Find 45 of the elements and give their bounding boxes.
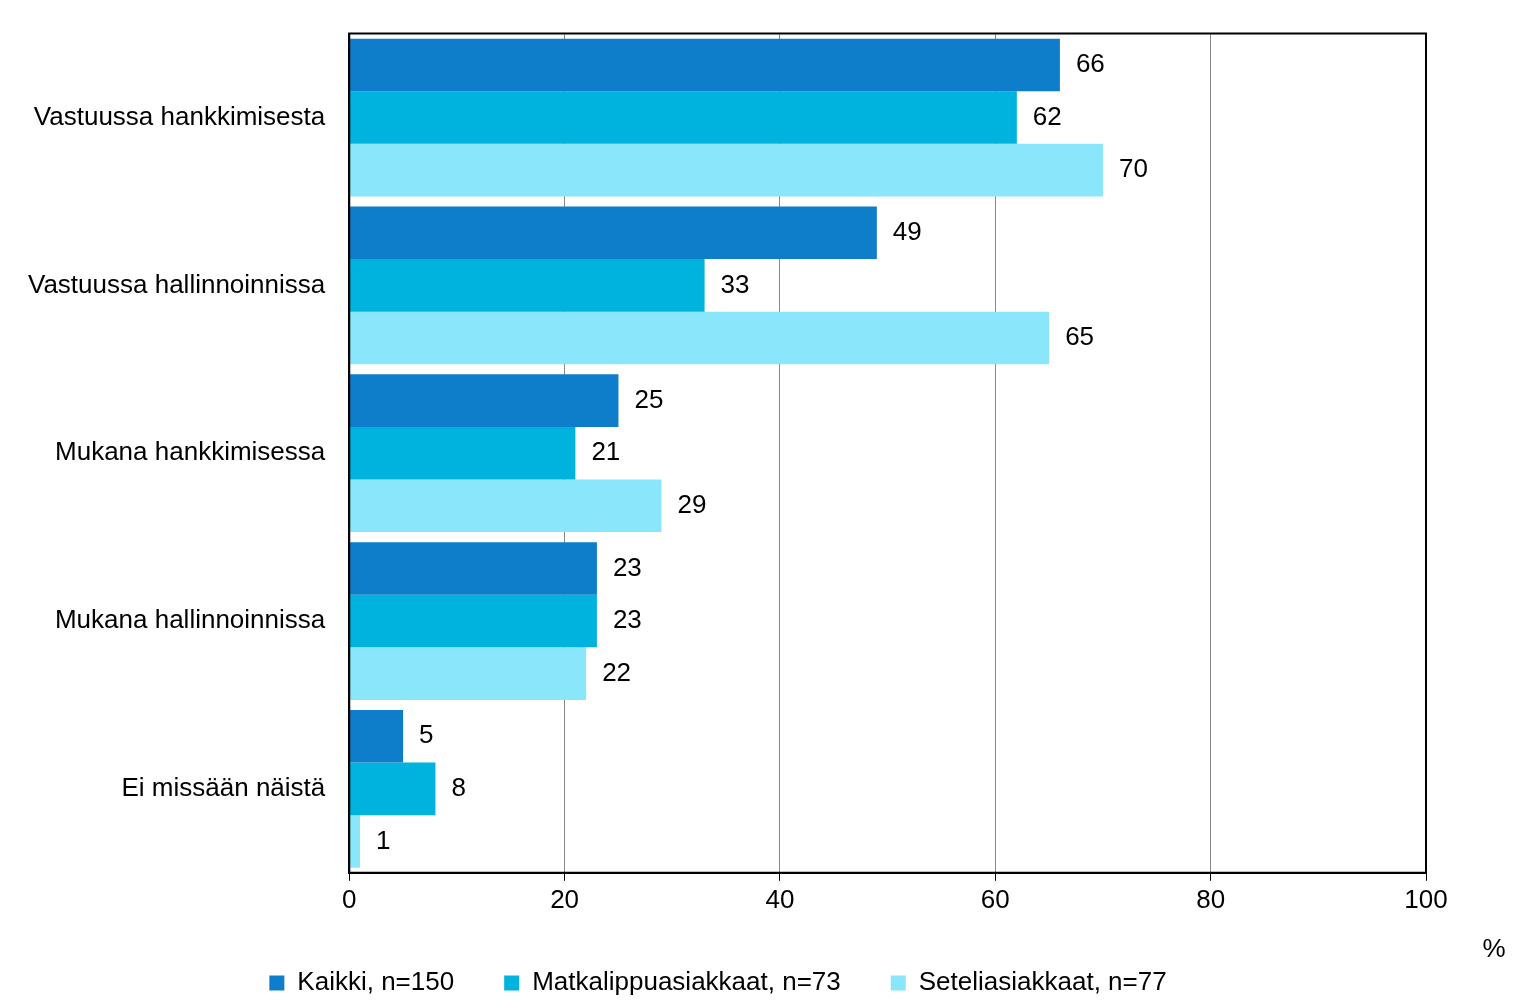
bar [349,647,587,700]
data-label: 5 [419,719,434,750]
bar [349,91,1017,144]
data-label: 1 [376,824,391,855]
x-tick-label: 20 [550,883,580,914]
x-tick-label: 80 [1196,883,1226,914]
x-axis-title: % [1482,933,1506,964]
bar [349,311,1050,365]
x-tick-label: 40 [765,883,795,914]
bar [349,479,662,533]
data-label: 23 [612,604,642,635]
data-label: 8 [451,772,466,803]
y-tick-label: Ei missään näistä [121,772,326,803]
bar [349,710,404,763]
data-label: 70 [1118,153,1148,184]
y-tick-label: Vastuussa hankkimisesta [33,100,326,131]
bar [349,374,619,427]
data-label: 62 [1032,100,1062,131]
data-label: 21 [591,436,621,467]
y-tick-label: Mukana hankkimisessa [55,436,326,467]
legend-label: Kaikki, n=150 [297,966,455,997]
legend-label: Seteliasiakkaat, n=77 [918,966,1167,997]
bar [349,542,597,595]
bar [349,426,576,480]
x-tick-label: 60 [980,883,1010,914]
bar [349,815,361,868]
data-label: 49 [892,215,922,246]
y-tick-label: Vastuussa hallinnoinnissa [28,268,326,299]
x-tick-label: 100 [1404,883,1448,914]
data-label: 23 [612,551,642,582]
data-label: 66 [1075,48,1105,79]
bar [349,38,1060,92]
bar [349,594,597,648]
legend-label: Matkalippuasiakkaat, n=73 [532,966,841,997]
bar [349,762,436,816]
data-label: 29 [677,488,707,519]
bar [349,206,877,260]
data-label: 22 [602,656,632,687]
bar [349,143,1103,197]
x-tick-label: 0 [342,883,357,914]
data-label: 33 [720,268,750,299]
data-label: 25 [634,383,664,414]
bar [349,259,705,312]
data-label: 65 [1065,321,1095,352]
y-tick-label: Mukana hallinnoinnissa [54,604,326,635]
